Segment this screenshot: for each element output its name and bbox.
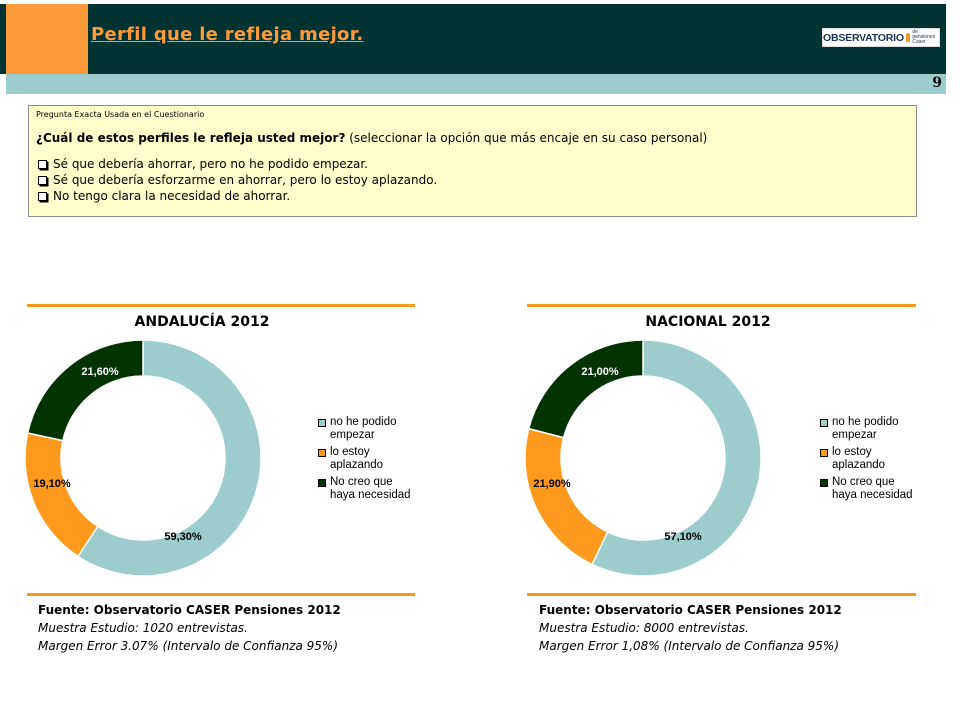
- page-title[interactable]: Perfil que le refleja mejor.: [91, 24, 364, 45]
- donut-data-label: 59,30%: [164, 531, 202, 543]
- chart-bottom-rule: [27, 593, 415, 596]
- logo-mark-icon: [905, 33, 911, 42]
- legend-swatch-icon: [820, 449, 828, 457]
- legend-swatch-icon: [318, 449, 326, 457]
- question-text: ¿Cuál de estos perfiles le refleja usted…: [36, 131, 908, 145]
- donut-data-label: 21,90%: [533, 478, 571, 490]
- header-bar: [0, 4, 946, 74]
- legend-swatch-icon: [820, 479, 828, 487]
- donut-slice: [76, 339, 262, 577]
- donut-slice: [591, 339, 762, 577]
- chart-title-andalucia: ANDALUCÍA 2012: [134, 314, 270, 330]
- donut-chart-andalucia: 59,30% 19,10% 21,60%: [24, 339, 262, 577]
- legend-item: No creo que haya necesidad: [318, 476, 416, 502]
- chart-top-rule: [27, 304, 415, 307]
- donut-data-label: 19,10%: [33, 478, 71, 490]
- donut-slice: [26, 339, 144, 442]
- source-margin: Margen Error 3.07% (Intervalo de Confian…: [38, 639, 338, 653]
- question-option: No tengo clara la necesidad de ahorrar.: [36, 188, 908, 204]
- checkbox-icon: [38, 175, 47, 185]
- question-caption: Pregunta Exacta Usada en el Cuestionario: [36, 110, 205, 119]
- donut-slice: [527, 339, 644, 439]
- source-title: Fuente: Observatorio CASER Pensiones 201…: [539, 603, 842, 617]
- source-title: Fuente: Observatorio CASER Pensiones 201…: [38, 603, 341, 617]
- chart-legend-nacional: no he podido empezar lo estoy aplazando …: [820, 416, 918, 506]
- source-sample: Muestra Estudio: 1020 entrevistas.: [38, 621, 248, 635]
- source-note-nacional: Fuente: Observatorio CASER Pensiones 201…: [539, 601, 842, 655]
- donut-slice: [24, 432, 99, 558]
- source-margin: Margen Error 1,08% (Intervalo de Confian…: [539, 639, 839, 653]
- page-number: 9: [932, 75, 942, 91]
- source-sample: Muestra Estudio: 8000 entrevistas.: [539, 621, 749, 635]
- question-box: Pregunta Exacta Usada en el Cuestionario…: [28, 105, 917, 217]
- legend-item: no he podido empezar: [820, 416, 918, 442]
- chart-legend-andalucia: no he podido empezar lo estoy aplazando …: [318, 416, 416, 506]
- question-text-rest: (seleccionar la opción que más encaje en…: [345, 131, 708, 145]
- header-accent-block: [6, 4, 88, 74]
- source-note-andalucia: Fuente: Observatorio CASER Pensiones 201…: [38, 601, 341, 655]
- donut-data-label: 21,00%: [581, 366, 619, 378]
- question-option: Sé que debería ahorrar, pero no he podid…: [36, 156, 908, 172]
- legend-swatch-icon: [318, 419, 326, 427]
- donut-data-label: 57,10%: [664, 531, 702, 543]
- logo-subtext: de pensiones Caser: [912, 29, 936, 45]
- header-subbar: [6, 74, 946, 94]
- donut-data-label: 21,60%: [81, 366, 119, 378]
- checkbox-icon: [38, 159, 47, 169]
- legend-item: no he podido empezar: [318, 416, 416, 442]
- question-option: Sé que debería esforzarme en ahorrar, pe…: [36, 172, 908, 188]
- observatorio-logo: OBSERVATORIO de pensiones Caser: [822, 28, 940, 47]
- donut-slice: [524, 427, 609, 566]
- chart-title-nacional: NACIONAL 2012: [645, 314, 771, 330]
- logo-text: OBSERVATORIO: [823, 31, 904, 44]
- legend-item: lo estoy aplazando: [318, 446, 416, 472]
- legend-swatch-icon: [318, 479, 326, 487]
- legend-swatch-icon: [820, 419, 828, 427]
- legend-item: lo estoy aplazando: [820, 446, 918, 472]
- question-text-bold: ¿Cuál de estos perfiles le refleja usted…: [36, 131, 346, 145]
- chart-top-rule: [527, 304, 916, 307]
- legend-item: No creo que haya necesidad: [820, 476, 918, 502]
- chart-bottom-rule: [527, 593, 916, 596]
- donut-chart-nacional: 57,10% 21,90% 21,00%: [524, 339, 762, 577]
- checkbox-icon: [38, 191, 47, 201]
